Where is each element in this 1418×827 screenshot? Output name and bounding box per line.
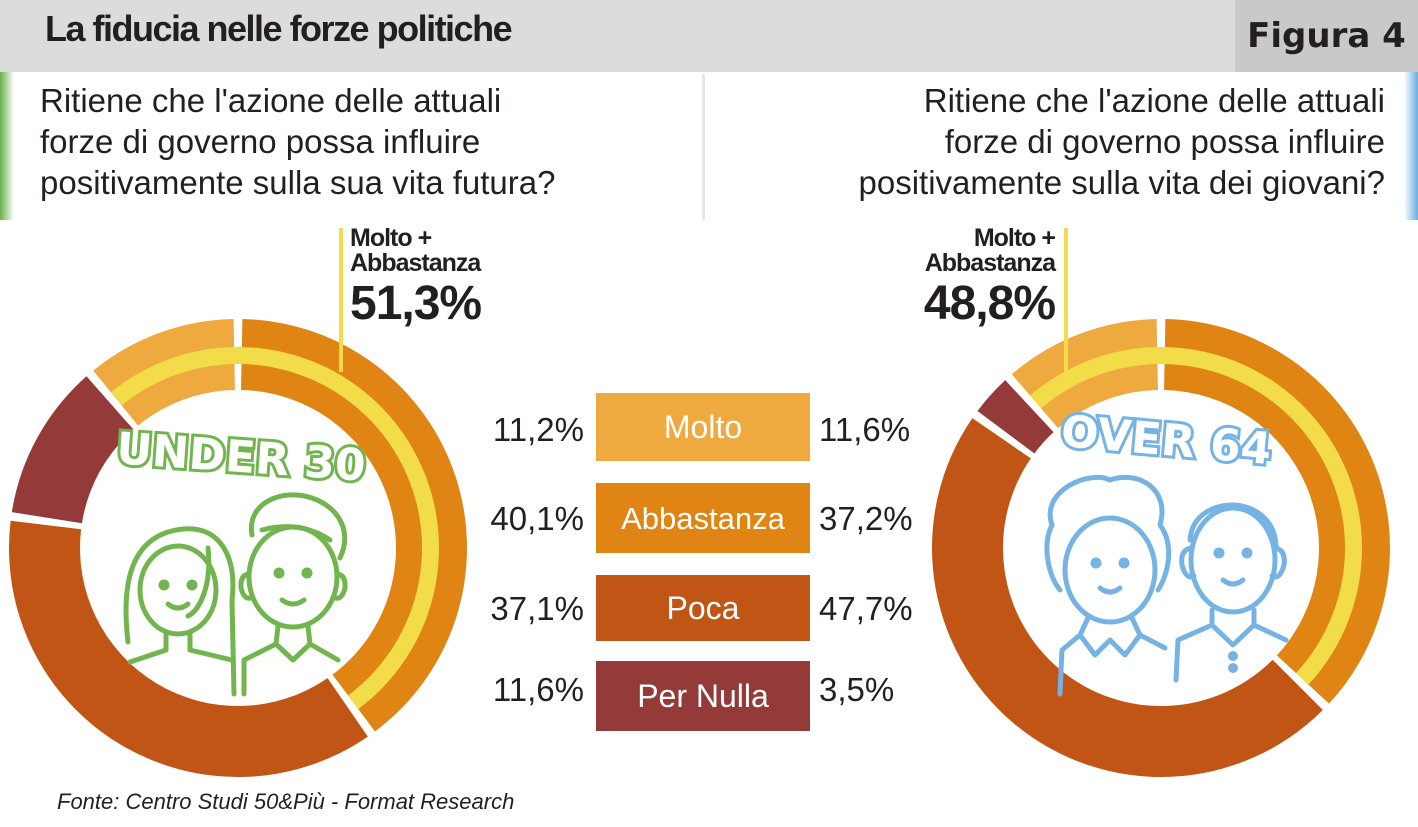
legend-label: Abbastanza [621, 501, 785, 536]
legend-swatch-per-nulla [596, 661, 810, 731]
over-64-slice-poca [932, 418, 1323, 777]
legend-label: Molto [664, 409, 742, 445]
value-right-per-nulla: 3,5% [819, 671, 894, 708]
value-left-per-nulla: 11,6% [493, 671, 584, 708]
question-left-line: forze di governo possa influire [40, 123, 481, 160]
callout-label: Abbastanza [924, 249, 1056, 277]
callout-left: Molto + Abbastanza 51,3% [350, 224, 482, 330]
chart-title: La fiducia nelle forze politiche [45, 8, 513, 49]
under-30-slice-per-nulla [11, 376, 134, 524]
under-30-slice-poca [8, 520, 368, 777]
over-64-slice-per-nulla [977, 380, 1054, 454]
over-64-slice-abbastanza [1164, 319, 1390, 704]
value-left-poca: 37,1% [490, 590, 584, 627]
value-left-molto: 11,2% [493, 411, 584, 448]
header-bar [0, 0, 1418, 72]
under-30-highlight-band [110, 346, 440, 710]
legend-swatch-abbastanza [596, 483, 810, 553]
callout-label: Abbastanza [350, 249, 481, 277]
legend-label: Per Nulla [637, 678, 769, 714]
value-left-abbastanza: 40,1% [490, 500, 584, 537]
callout-label: Molto + [973, 224, 1056, 252]
callout-value: 48,8% [923, 277, 1056, 330]
question-divider [702, 74, 705, 220]
young-people-icon [123, 492, 348, 697]
over-64-highlight-band [1030, 347, 1362, 685]
question-right: Ritiene che l'azione delle attuali forze… [730, 80, 1385, 203]
legend: Molto Abbastanza Poca Per Nulla 11,2% 40… [490, 393, 913, 731]
question-right-line: positivamente sulla vita dei giovani? [858, 164, 1385, 201]
legend-swatch-poca [596, 575, 810, 641]
question-right-line: Ritiene che l'azione delle attuali [923, 82, 1385, 119]
question-left-line: Ritiene che l'azione delle attuali [40, 82, 502, 119]
value-right-abbastanza: 37,2% [819, 500, 913, 537]
question-accent-right [1404, 72, 1418, 220]
group-label-under-30: UNDER 30 [115, 423, 368, 491]
question-left: Ritiene che l'azione delle attuali forze… [40, 80, 680, 203]
question-right-line: forze di governo possa influire [944, 123, 1385, 160]
elderly-people-icon [1044, 474, 1289, 697]
group-label-over-64: OVER 64 [1059, 406, 1273, 475]
source-note: Fonte: Centro Studi 50&Più - Format Rese… [57, 789, 515, 814]
question-left-line: positivamente sulla sua vita futura? [40, 164, 556, 201]
value-right-poca: 47,7% [819, 590, 913, 627]
value-right-molto: 11,6% [819, 411, 910, 448]
figure-label: Figura 4 [1235, 0, 1418, 72]
callout-value: 51,3% [350, 277, 482, 330]
donut-under-30 [8, 319, 468, 777]
callout-right: Molto + Abbastanza 48,8% [830, 224, 1056, 330]
donut-over-64 [932, 319, 1390, 777]
legend-swatch-molto [596, 393, 810, 461]
callout-label: Molto + [350, 224, 432, 252]
legend-label: Poca [667, 590, 740, 626]
question-accent-left [0, 72, 14, 220]
